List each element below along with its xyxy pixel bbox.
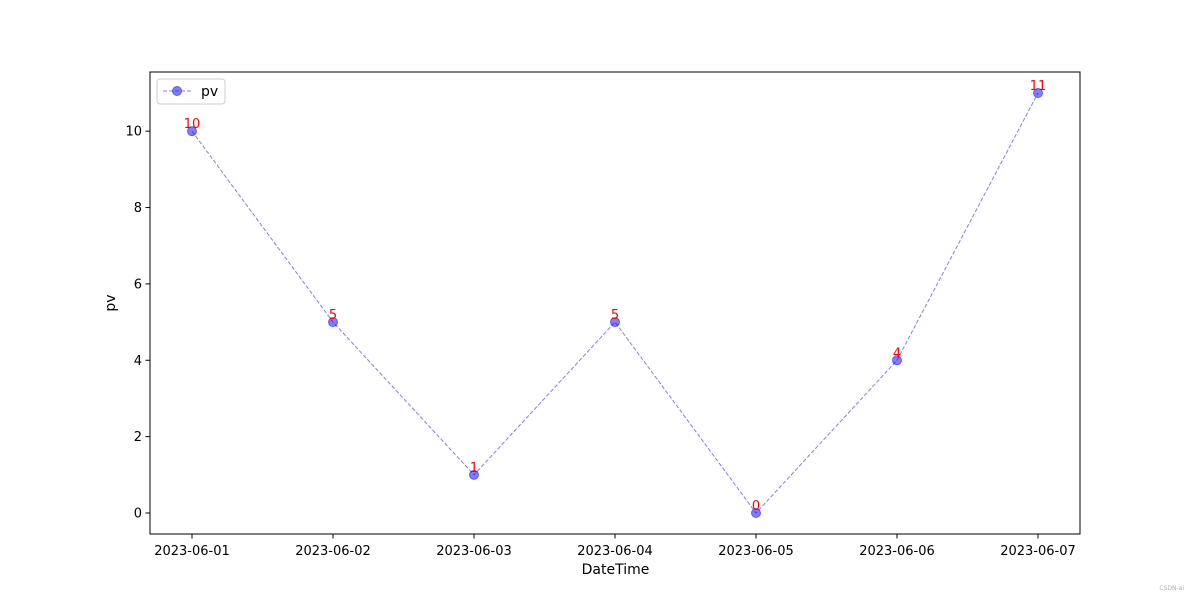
x-tick-label: 2023-06-06 [859,544,935,559]
y-tick-label: 6 [134,277,142,292]
data-label: 11 [1030,79,1047,94]
data-point [1033,88,1043,98]
y-tick-label: 8 [134,201,142,216]
data-point [751,508,761,518]
data-point [328,317,338,328]
legend-marker-sample [172,86,182,96]
data-point [892,355,902,366]
x-tick-label: 2023-06-02 [295,544,371,559]
y-tick-label: 2 [134,430,142,445]
watermark: CSDN-ai [1159,585,1184,592]
legend-label-pv: pv [201,84,218,100]
x-tick-label: 2023-06-04 [577,544,653,559]
data-label: 0 [752,499,760,514]
data-label: 1 [470,461,478,476]
x-tick-label: 2023-06-01 [154,544,230,559]
x-tick-label: 2023-06-07 [1000,544,1076,559]
y-tick-label: 10 [125,125,142,140]
legend: pv [156,78,226,105]
x-tick-label: 2023-06-05 [718,544,794,559]
x-axis-label: DateTime [582,562,650,578]
x-tick-label: 2023-06-03 [436,544,512,559]
y-tick-label: 0 [134,507,142,522]
data-point [469,469,479,480]
data-point [610,317,620,328]
data-label: 10 [184,117,201,132]
y-tick-label: 4 [134,354,142,369]
y-axis-label: pv [103,294,119,311]
data-point [187,126,197,137]
data-label: 5 [329,308,337,323]
data-label: 5 [611,308,619,323]
data-label: 4 [893,346,901,361]
